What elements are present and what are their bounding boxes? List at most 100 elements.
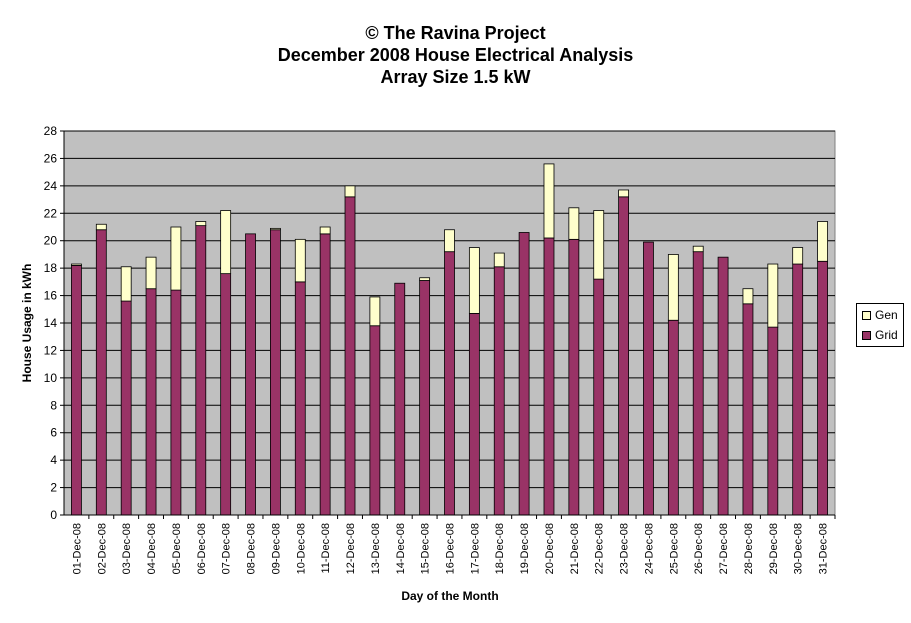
bar-grid xyxy=(344,196,356,516)
bar-gen xyxy=(95,223,107,231)
bar-grid xyxy=(667,319,679,516)
bar-gen xyxy=(767,263,779,328)
x-tick-label: 19-Dec-08 xyxy=(519,523,531,574)
y-tick-label: 22 xyxy=(44,206,58,220)
x-tick-label: 05-Dec-08 xyxy=(171,523,183,574)
bar-gen xyxy=(344,185,356,198)
bar-gen xyxy=(742,288,754,305)
bar-grid xyxy=(643,241,654,516)
bar-grid xyxy=(543,237,555,516)
x-tick-label: 30-Dec-08 xyxy=(793,523,805,574)
x-tick-label: 17-Dec-08 xyxy=(469,523,481,574)
legend-swatch-gen xyxy=(862,311,871,320)
chart-title-line-3: Array Size 1.5 kW xyxy=(380,67,531,87)
bar-grid xyxy=(692,251,704,516)
bar-grid xyxy=(468,312,480,516)
x-tick-label: 08-Dec-08 xyxy=(246,523,258,574)
bar-grid xyxy=(742,303,754,516)
bar-grid xyxy=(444,251,455,516)
bar-grid xyxy=(71,264,82,516)
bar-gen xyxy=(543,163,555,239)
x-tick-label: 23-Dec-08 xyxy=(619,523,631,574)
y-tick-label: 18 xyxy=(44,261,58,275)
y-axis-label: House Usage in kWh xyxy=(20,264,34,383)
y-tick-label: 2 xyxy=(50,481,57,495)
bar-gen xyxy=(71,263,82,266)
y-tick-label: 6 xyxy=(50,426,57,440)
bar-grid xyxy=(717,256,729,516)
x-tick-label: 01-Dec-08 xyxy=(71,523,83,574)
legend-swatch-grid xyxy=(862,331,871,340)
bar-gen xyxy=(270,227,281,231)
x-tick-label: 29-Dec-08 xyxy=(768,523,780,574)
x-tick-label: 25-Dec-08 xyxy=(668,523,680,574)
bar-gen xyxy=(444,229,455,253)
bar-grid xyxy=(319,233,331,516)
bar-grid xyxy=(369,325,381,516)
bar-grid xyxy=(493,266,505,516)
bar-grid xyxy=(95,229,107,516)
x-axis-ticks: 01-Dec-08 02-Dec-08 03-Dec-08 04-Dec-08 05-D… xyxy=(71,515,836,574)
bar-gen xyxy=(667,254,679,321)
y-tick-label: 16 xyxy=(44,289,58,303)
bar-gen xyxy=(593,210,605,280)
bar-gen xyxy=(170,226,182,291)
x-tick-label: 07-Dec-08 xyxy=(221,523,233,574)
bar-gen xyxy=(145,256,157,290)
y-tick-label: 24 xyxy=(44,179,58,193)
legend: Gen Grid xyxy=(856,303,904,347)
x-axis-label: Day of the Month xyxy=(401,589,498,603)
x-tick-label: 28-Dec-08 xyxy=(743,523,755,574)
bar-grid xyxy=(245,233,256,516)
bar-grid xyxy=(419,280,431,516)
bar-grid xyxy=(270,229,281,516)
x-tick-label: 04-Dec-08 xyxy=(146,523,158,574)
bar-grid xyxy=(518,232,530,516)
y-tick-label: 4 xyxy=(50,453,57,467)
x-tick-label: 24-Dec-08 xyxy=(643,523,655,574)
bar-grid xyxy=(817,260,828,516)
x-tick-label: 02-Dec-08 xyxy=(96,523,108,574)
bar-grid xyxy=(195,225,207,516)
bar-gen xyxy=(493,252,505,268)
bar-gen xyxy=(692,245,704,253)
x-tick-label: 18-Dec-08 xyxy=(494,523,506,574)
bar-grid xyxy=(170,289,182,516)
y-tick-label: 14 xyxy=(44,316,58,330)
bar-gen xyxy=(618,189,629,198)
x-tick-label: 31-Dec-08 xyxy=(818,523,830,574)
bar-gen xyxy=(220,210,232,275)
bar-gen xyxy=(195,221,207,227)
x-tick-label: 10-Dec-08 xyxy=(295,523,307,574)
bar-grid xyxy=(618,196,629,516)
x-tick-label: 09-Dec-08 xyxy=(270,523,282,574)
bar-gen xyxy=(568,207,580,240)
x-tick-label: 22-Dec-08 xyxy=(594,523,606,574)
bar-grid xyxy=(145,288,157,516)
bar-gen xyxy=(468,247,480,314)
bar-gen xyxy=(319,226,331,235)
y-tick-label: 0 xyxy=(50,508,57,522)
x-tick-label: 11-Dec-08 xyxy=(320,523,332,574)
x-tick-label: 16-Dec-08 xyxy=(445,523,457,574)
chart-title-line-1: © The Ravina Project xyxy=(365,23,546,43)
x-tick-label: 21-Dec-08 xyxy=(569,523,581,574)
x-tick-label: 14-Dec-08 xyxy=(395,523,407,574)
bar-gen xyxy=(369,296,381,327)
bar-grid xyxy=(220,273,232,516)
y-tick-label: 28 xyxy=(44,124,58,138)
bars xyxy=(71,163,828,516)
chart-title-line-2: December 2008 House Electrical Analysis xyxy=(277,45,634,65)
bar-gen xyxy=(792,247,804,265)
legend-label-grid: Grid xyxy=(875,328,898,342)
chart-title: © The Ravina Project December 2008 House… xyxy=(0,22,911,88)
y-tick-label: 10 xyxy=(44,371,58,385)
x-tick-label: 03-Dec-08 xyxy=(121,523,133,574)
bar-gen xyxy=(120,266,132,302)
bar-gen xyxy=(294,238,306,283)
bar-grid xyxy=(767,326,779,516)
bar-grid xyxy=(120,300,132,516)
x-tick-label: 26-Dec-08 xyxy=(693,523,705,574)
